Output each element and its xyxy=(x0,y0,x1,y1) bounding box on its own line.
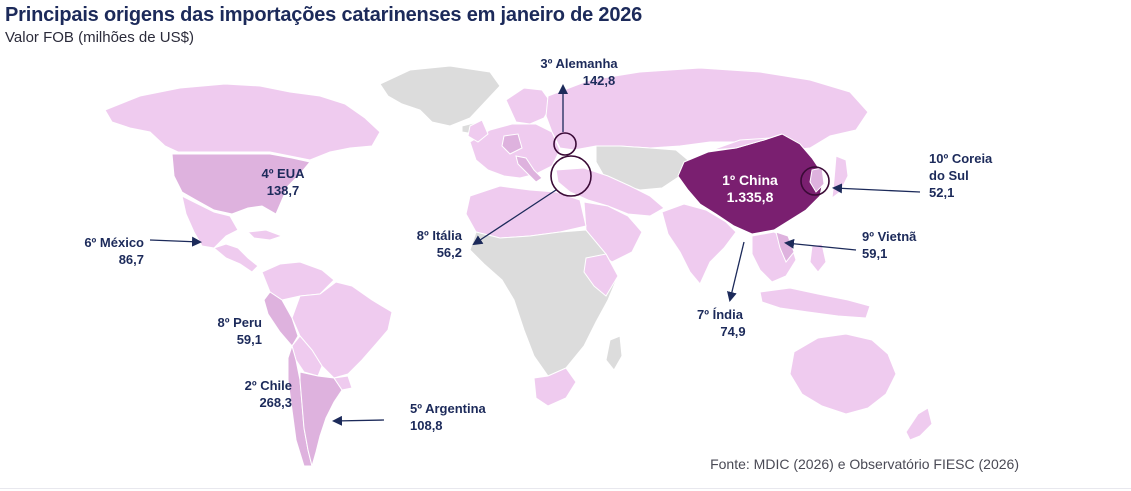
highlight-germany xyxy=(553,132,577,156)
label-alemanha-name: 3º Alemanha xyxy=(540,56,618,71)
arrow-argentina xyxy=(332,415,385,426)
label-italia-name: 8º Itália xyxy=(416,228,462,243)
country-uruguay xyxy=(333,375,353,391)
label-chile-name: 2º Chile xyxy=(244,378,292,393)
country-india xyxy=(661,203,737,285)
label-argentina-name: 5º Argentina xyxy=(410,401,486,416)
country-turkey-iran xyxy=(555,167,665,217)
label-mexico-name: 6º México xyxy=(84,235,144,250)
country-south-africa xyxy=(533,367,577,407)
country-greenland xyxy=(379,65,501,127)
country-bolivia-paraguay xyxy=(291,335,323,377)
country-australia xyxy=(789,333,897,415)
country-scandinavia xyxy=(505,87,553,125)
arrow-coreia xyxy=(832,183,921,194)
country-east-africa xyxy=(583,253,619,297)
country-germany xyxy=(501,133,523,155)
country-uk xyxy=(467,119,489,143)
label-argentina-value: 108,8 xyxy=(410,418,443,433)
map-title: Principais origens das importações catar… xyxy=(5,4,643,26)
country-mexico xyxy=(181,195,239,249)
country-africa-central xyxy=(469,229,619,377)
arrow-mexico xyxy=(149,236,202,247)
label-chile: 2º Chile 268,3 xyxy=(212,377,292,411)
label-eua-value: 138,7 xyxy=(266,183,300,198)
label-eua-name: 4º EUA xyxy=(261,166,305,181)
country-cuba xyxy=(246,229,284,241)
label-vietna-name: 9º Vietnã xyxy=(862,229,917,244)
label-coreia-name-1: 10º Coreia xyxy=(929,151,993,166)
map-subtitle: Valor FOB (milhões de US$) xyxy=(5,29,194,46)
label-india-value: 74,9 xyxy=(720,324,746,339)
country-indonesia xyxy=(759,287,871,319)
label-chile-value: 268,3 xyxy=(259,395,292,410)
arrow-italia xyxy=(472,189,557,246)
country-usa xyxy=(171,153,311,215)
country-philippines xyxy=(809,243,827,273)
label-alemanha-value: 142,8 xyxy=(582,73,616,88)
label-alemanha: 3º Alemanha 142,8 xyxy=(524,55,634,89)
label-peru-name: 8º Peru xyxy=(217,315,263,330)
label-india: 7º Índia 74,9 xyxy=(680,306,760,340)
arrow-vietna xyxy=(784,238,857,251)
country-mongolia xyxy=(711,133,783,151)
country-new-zealand xyxy=(905,407,933,441)
label-peru: 8º Peru 59,1 xyxy=(186,314,263,348)
label-coreia: 10º Coreia do Sul 52,1 xyxy=(929,150,992,201)
label-mexico-value: 86,7 xyxy=(118,252,144,267)
label-argentina: 5º Argentina 108,8 xyxy=(410,400,486,434)
label-vietna-value: 59,1 xyxy=(862,246,888,261)
label-india-name: 7º Índia xyxy=(697,307,743,322)
label-vietna: 9º Vietnã 59,1 xyxy=(862,228,916,262)
label-china: 1º China 1.335,8 xyxy=(710,172,790,206)
label-coreia-value: 52,1 xyxy=(929,185,955,200)
country-italy xyxy=(515,155,543,183)
label-italia: 8º Itália 56,2 xyxy=(392,227,462,261)
bottom-divider xyxy=(0,488,1131,489)
country-canada xyxy=(104,83,381,161)
country-japan xyxy=(831,155,849,200)
label-italia-value: 56,2 xyxy=(436,245,462,260)
country-central-america xyxy=(212,243,259,273)
country-central-asia xyxy=(595,145,689,191)
label-china-value: 1.335,8 xyxy=(726,189,774,205)
label-mexico: 6º México 86,7 xyxy=(52,234,144,268)
label-coreia-name-2: do Sul xyxy=(929,168,969,183)
highlight-korea xyxy=(800,166,830,196)
highlight-italy xyxy=(550,155,592,197)
source-note: Fonte: MDIC (2026) e Observatório FIESC … xyxy=(710,456,1019,472)
country-madagascar xyxy=(605,335,623,371)
label-peru-value: 59,1 xyxy=(236,332,262,347)
country-north-africa xyxy=(465,185,587,239)
arrow-india xyxy=(727,241,745,302)
label-eua: 4º EUA 138,7 xyxy=(248,165,318,199)
label-china-name: 1º China xyxy=(722,172,778,188)
